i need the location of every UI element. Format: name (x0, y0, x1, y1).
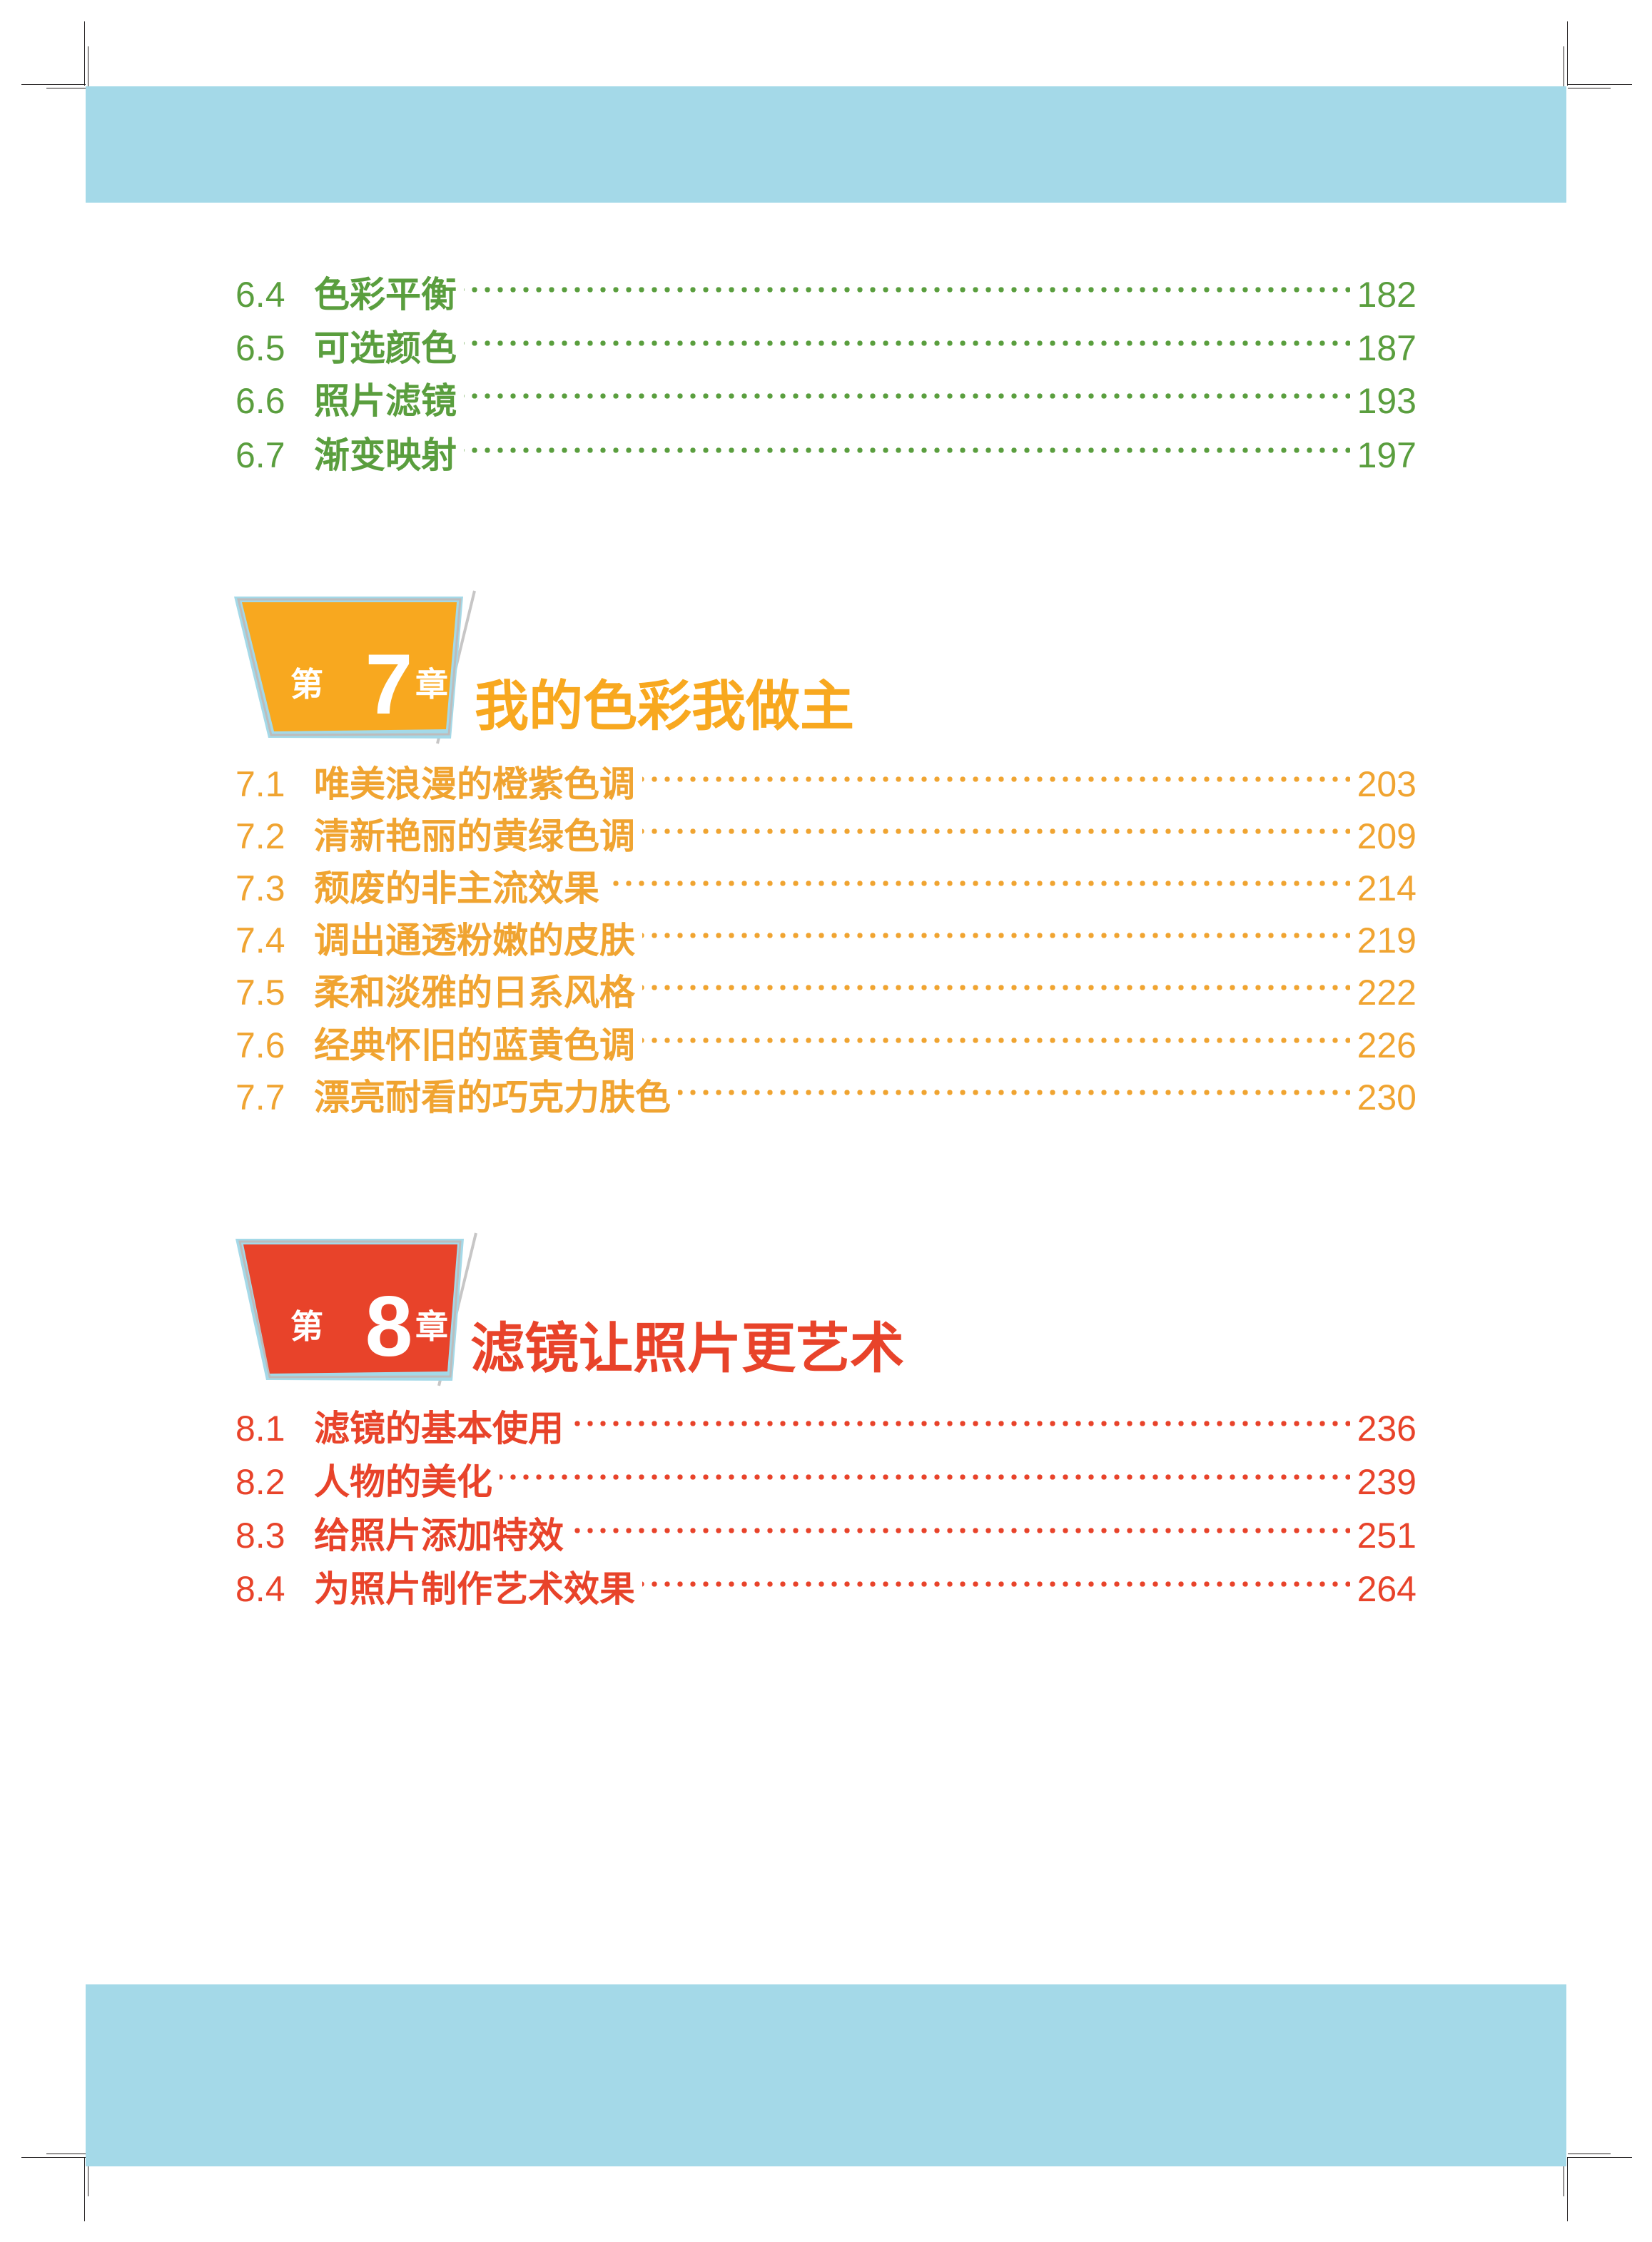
svg-text:8: 8 (365, 1279, 413, 1374)
svg-text:第: 第 (290, 1308, 323, 1345)
svg-text:章: 章 (415, 1308, 448, 1345)
